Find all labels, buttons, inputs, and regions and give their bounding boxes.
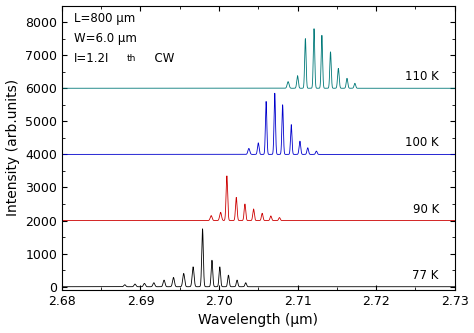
Text: I=1.2I: I=1.2I xyxy=(74,52,109,65)
X-axis label: Wavelength (μm): Wavelength (μm) xyxy=(198,313,318,327)
Text: th: th xyxy=(127,54,137,63)
Text: 77 K: 77 K xyxy=(412,269,439,282)
Text: W=6.0 μm: W=6.0 μm xyxy=(74,32,137,45)
Text: L=800 μm: L=800 μm xyxy=(74,12,135,25)
Text: 90 K: 90 K xyxy=(412,202,439,215)
Text: CW: CW xyxy=(147,52,174,65)
Text: 110 K: 110 K xyxy=(405,70,439,83)
Y-axis label: Intensity (arb.units): Intensity (arb.units) xyxy=(6,79,19,216)
Text: 100 K: 100 K xyxy=(405,137,439,150)
